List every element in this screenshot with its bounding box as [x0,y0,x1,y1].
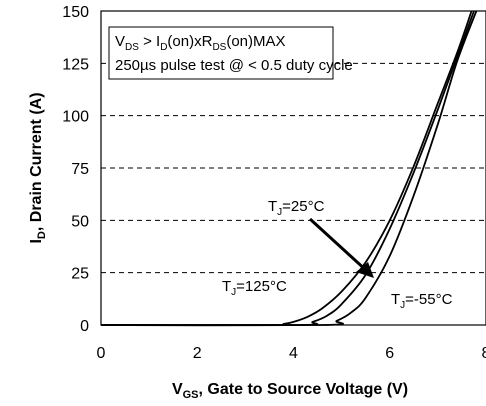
conditions-box [108,26,334,80]
y-tick-label: 150 [62,4,89,21]
y-tick-label: 125 [62,56,89,73]
annotation-arrow [308,217,370,274]
x-tick-label: 6 [385,345,394,362]
annotation-tj-minus-55: TJ=-55°C [391,291,453,311]
condition-line-1: VDS > ID(on)xRDS(on)MAX [115,33,286,53]
x-axis-title: VGS, Gate to Source Voltage (V) [172,381,408,401]
y-axis-title: ID, Drain Current (A) [28,92,48,243]
x-tick-label: 0 [97,345,106,362]
x-tick-label: 4 [289,345,298,362]
annotation-tj-125: TJ=125°C [222,278,287,298]
annotation-tj-25: TJ=25°C [268,198,325,218]
y-tick-label: 75 [71,161,89,178]
x-tick-label: 2 [193,345,202,362]
y-tick-labels: 0 25 50 75 100 125 150 [62,4,89,335]
annotation-arrowhead [356,262,374,278]
y-tick-label: 50 [71,213,89,230]
y-tick-label: 25 [71,266,89,283]
gridlines [101,62,486,274]
y-tick-label: 0 [80,318,89,335]
x-tick-labels: 0 2 4 6 8 [97,345,486,362]
x-tick-label: 8 [482,345,486,362]
condition-line-2: 250µs pulse test @ < 0.5 duty cycle [115,57,353,74]
y-tick-label: 100 [62,109,89,126]
plot-frame [100,10,486,326]
